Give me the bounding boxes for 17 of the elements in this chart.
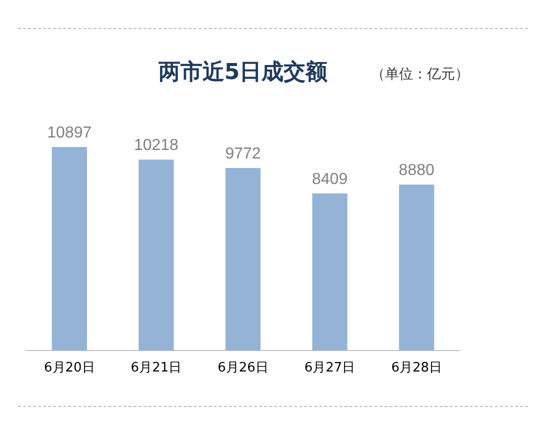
bar: [312, 193, 348, 350]
bar: [52, 146, 87, 350]
data-label: 9772: [225, 145, 261, 162]
bar: [138, 160, 174, 350]
bar: [399, 184, 434, 350]
data-label: 10897: [47, 124, 92, 142]
bar: [225, 168, 261, 350]
chart-title: 两市近5日成交额: [157, 58, 329, 85]
x-tick-label: 6月27日: [304, 360, 356, 376]
data-label: 8880: [398, 162, 434, 180]
data-label: 10218: [134, 137, 179, 154]
x-tick-label: 6月26日: [218, 360, 268, 376]
text: （单位：亿元）: [371, 66, 469, 83]
data-label: 8409: [312, 170, 348, 188]
x-tick-label: 6月20日: [44, 360, 95, 376]
x-tick-label: 6月28日: [391, 360, 442, 376]
x-tick-label: 6月21日: [130, 360, 182, 376]
